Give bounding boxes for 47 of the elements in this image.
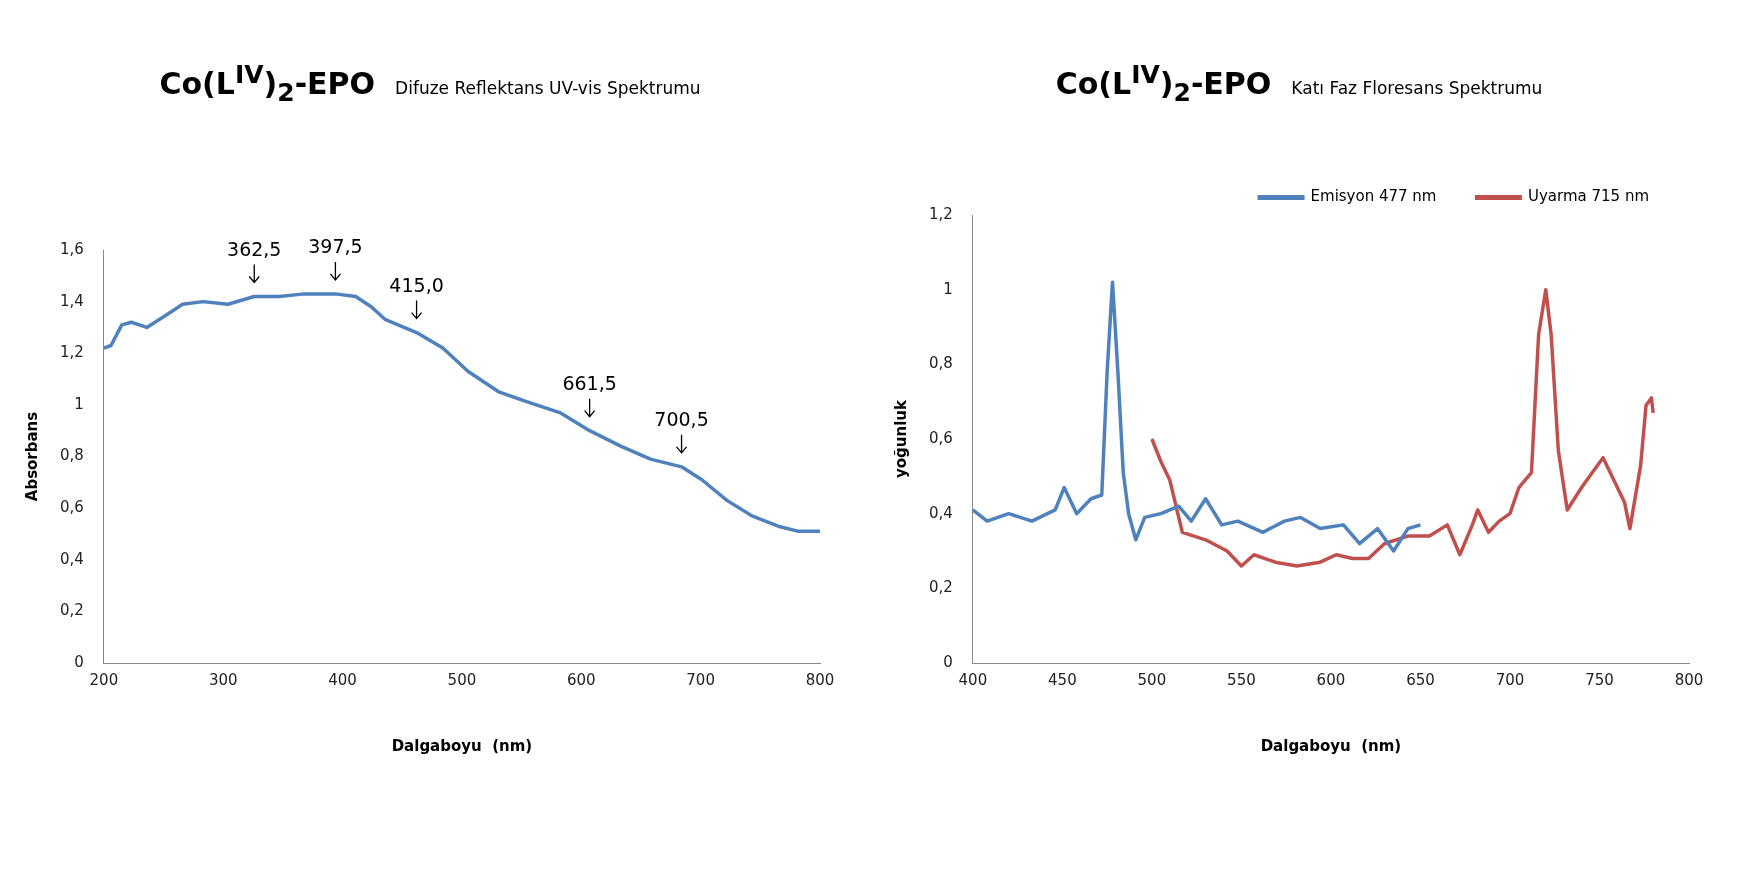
x-axis-title: Dalgaboyu (nm) xyxy=(1260,736,1402,755)
y-tick-label: 1 xyxy=(943,279,953,298)
y-tick-label: 0,2 xyxy=(60,601,84,620)
y-tick-label: 0,2 xyxy=(929,578,953,597)
legend-label: Emisyon 477 nm xyxy=(1310,187,1437,206)
x-tick-label: 650 xyxy=(1406,670,1435,689)
chart-subtitle: Difuze Reflektans UV-vis Spektrumu xyxy=(395,78,701,98)
x-tick-label: 500 xyxy=(447,670,477,689)
x-tick-label: 200 xyxy=(89,670,119,689)
chart-title: Co(L$^{IV}$)$_{2}$-EPO xyxy=(1055,60,1272,107)
y-tick-label: 1,2 xyxy=(929,204,953,223)
y-tick-label: 1 xyxy=(74,394,84,413)
x-tick-label: 450 xyxy=(1048,670,1077,689)
x-tick-label: 300 xyxy=(208,670,238,689)
annotation: 415,0 xyxy=(389,274,444,297)
y-tick-label: 0,8 xyxy=(929,354,953,373)
x-tick-label: 700 xyxy=(1495,670,1525,689)
x-tick-label: 550 xyxy=(1227,670,1256,689)
x-tick-label: 500 xyxy=(1137,670,1167,689)
y-axis-title: Absorbans xyxy=(22,411,41,502)
legend-label: Uyarma 715 nm xyxy=(1527,187,1650,206)
x-tick-label: 800 xyxy=(1674,670,1704,689)
y-axis-title: yoğunluk xyxy=(891,398,910,478)
annotation: 397,5 xyxy=(308,235,363,258)
y-tick-label: 1,2 xyxy=(60,343,84,362)
y-tick-label: 0,6 xyxy=(929,428,953,447)
y-tick-label: 1,4 xyxy=(60,291,84,310)
y-tick-label: 0,4 xyxy=(929,503,953,522)
annotation: 362,5 xyxy=(227,237,282,260)
x-tick-label: 750 xyxy=(1585,670,1614,689)
chart-subtitle: Katı Faz Floresans Spektrumu xyxy=(1291,78,1543,98)
x-tick-label: 800 xyxy=(805,670,835,689)
y-tick-label: 0,6 xyxy=(60,498,84,517)
x-tick-label: 400 xyxy=(328,670,357,689)
x-tick-label: 700 xyxy=(686,670,715,689)
chart-title: Co(L$^{IV}$)$_{2}$-EPO xyxy=(159,60,376,107)
annotation: 700,5 xyxy=(654,408,709,431)
y-tick-label: 0,4 xyxy=(60,549,84,568)
y-tick-label: 0 xyxy=(74,652,84,671)
x-tick-label: 400 xyxy=(958,670,988,689)
x-tick-label: 600 xyxy=(1316,670,1346,689)
annotation: 661,5 xyxy=(562,372,617,395)
y-tick-label: 0,8 xyxy=(60,446,84,465)
y-tick-label: 1,6 xyxy=(60,239,84,258)
x-tick-label: 600 xyxy=(566,670,596,689)
x-axis-title: Dalgaboyu (nm) xyxy=(391,736,533,755)
y-tick-label: 0 xyxy=(943,652,953,671)
